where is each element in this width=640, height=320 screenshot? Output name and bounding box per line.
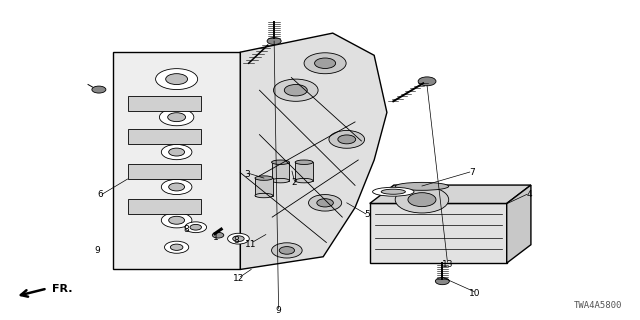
Text: 12: 12	[233, 275, 244, 284]
Circle shape	[159, 108, 194, 126]
Bar	[127, 164, 201, 179]
Circle shape	[418, 77, 436, 86]
Text: FR.: FR.	[52, 284, 73, 294]
Circle shape	[279, 247, 294, 254]
Bar	[370, 204, 507, 263]
Polygon shape	[241, 33, 387, 269]
Text: 5: 5	[364, 210, 370, 220]
Polygon shape	[370, 185, 531, 204]
Text: 8: 8	[233, 236, 239, 245]
Circle shape	[304, 53, 346, 74]
Circle shape	[161, 144, 192, 160]
Bar	[127, 129, 201, 144]
Circle shape	[166, 74, 188, 84]
Circle shape	[228, 233, 249, 244]
Text: 13: 13	[442, 260, 453, 268]
Circle shape	[315, 58, 335, 68]
Circle shape	[284, 84, 307, 96]
Bar	[127, 96, 201, 111]
Circle shape	[308, 195, 342, 211]
Circle shape	[338, 135, 356, 144]
Circle shape	[273, 79, 318, 101]
Text: TWA4A5800: TWA4A5800	[574, 301, 623, 310]
Circle shape	[190, 224, 202, 230]
Ellipse shape	[395, 182, 449, 190]
Circle shape	[169, 183, 184, 191]
Text: 3: 3	[244, 170, 250, 179]
Bar	[271, 162, 289, 180]
Circle shape	[169, 148, 184, 156]
Text: 9: 9	[276, 306, 282, 315]
Circle shape	[233, 236, 244, 242]
Ellipse shape	[295, 160, 313, 164]
Ellipse shape	[271, 160, 289, 164]
Ellipse shape	[271, 178, 289, 183]
Text: 4: 4	[526, 190, 532, 199]
Text: 7: 7	[468, 168, 474, 177]
Circle shape	[185, 222, 207, 233]
Circle shape	[161, 213, 192, 228]
Circle shape	[169, 216, 184, 224]
Text: 1: 1	[213, 233, 219, 242]
Circle shape	[329, 131, 365, 148]
Text: 8: 8	[183, 225, 189, 234]
Circle shape	[408, 193, 436, 207]
Ellipse shape	[255, 193, 273, 198]
Ellipse shape	[255, 176, 273, 180]
Bar	[127, 199, 201, 214]
Ellipse shape	[381, 189, 405, 194]
Circle shape	[164, 241, 189, 253]
Circle shape	[212, 232, 224, 238]
Circle shape	[435, 278, 449, 285]
Ellipse shape	[372, 187, 414, 196]
Circle shape	[156, 69, 198, 90]
Circle shape	[170, 244, 183, 250]
Text: 11: 11	[245, 240, 257, 249]
Circle shape	[267, 37, 281, 44]
Polygon shape	[113, 52, 241, 269]
Circle shape	[271, 243, 302, 258]
Text: 6: 6	[97, 190, 103, 199]
Polygon shape	[507, 185, 531, 263]
Text: 10: 10	[468, 289, 480, 298]
Circle shape	[161, 179, 192, 195]
Circle shape	[92, 86, 106, 93]
Circle shape	[168, 113, 186, 122]
Bar	[295, 162, 313, 180]
Bar	[255, 178, 273, 196]
Text: 2: 2	[292, 178, 298, 187]
Text: 9: 9	[94, 246, 100, 255]
Ellipse shape	[295, 178, 313, 183]
Circle shape	[317, 199, 333, 207]
Circle shape	[395, 186, 449, 213]
